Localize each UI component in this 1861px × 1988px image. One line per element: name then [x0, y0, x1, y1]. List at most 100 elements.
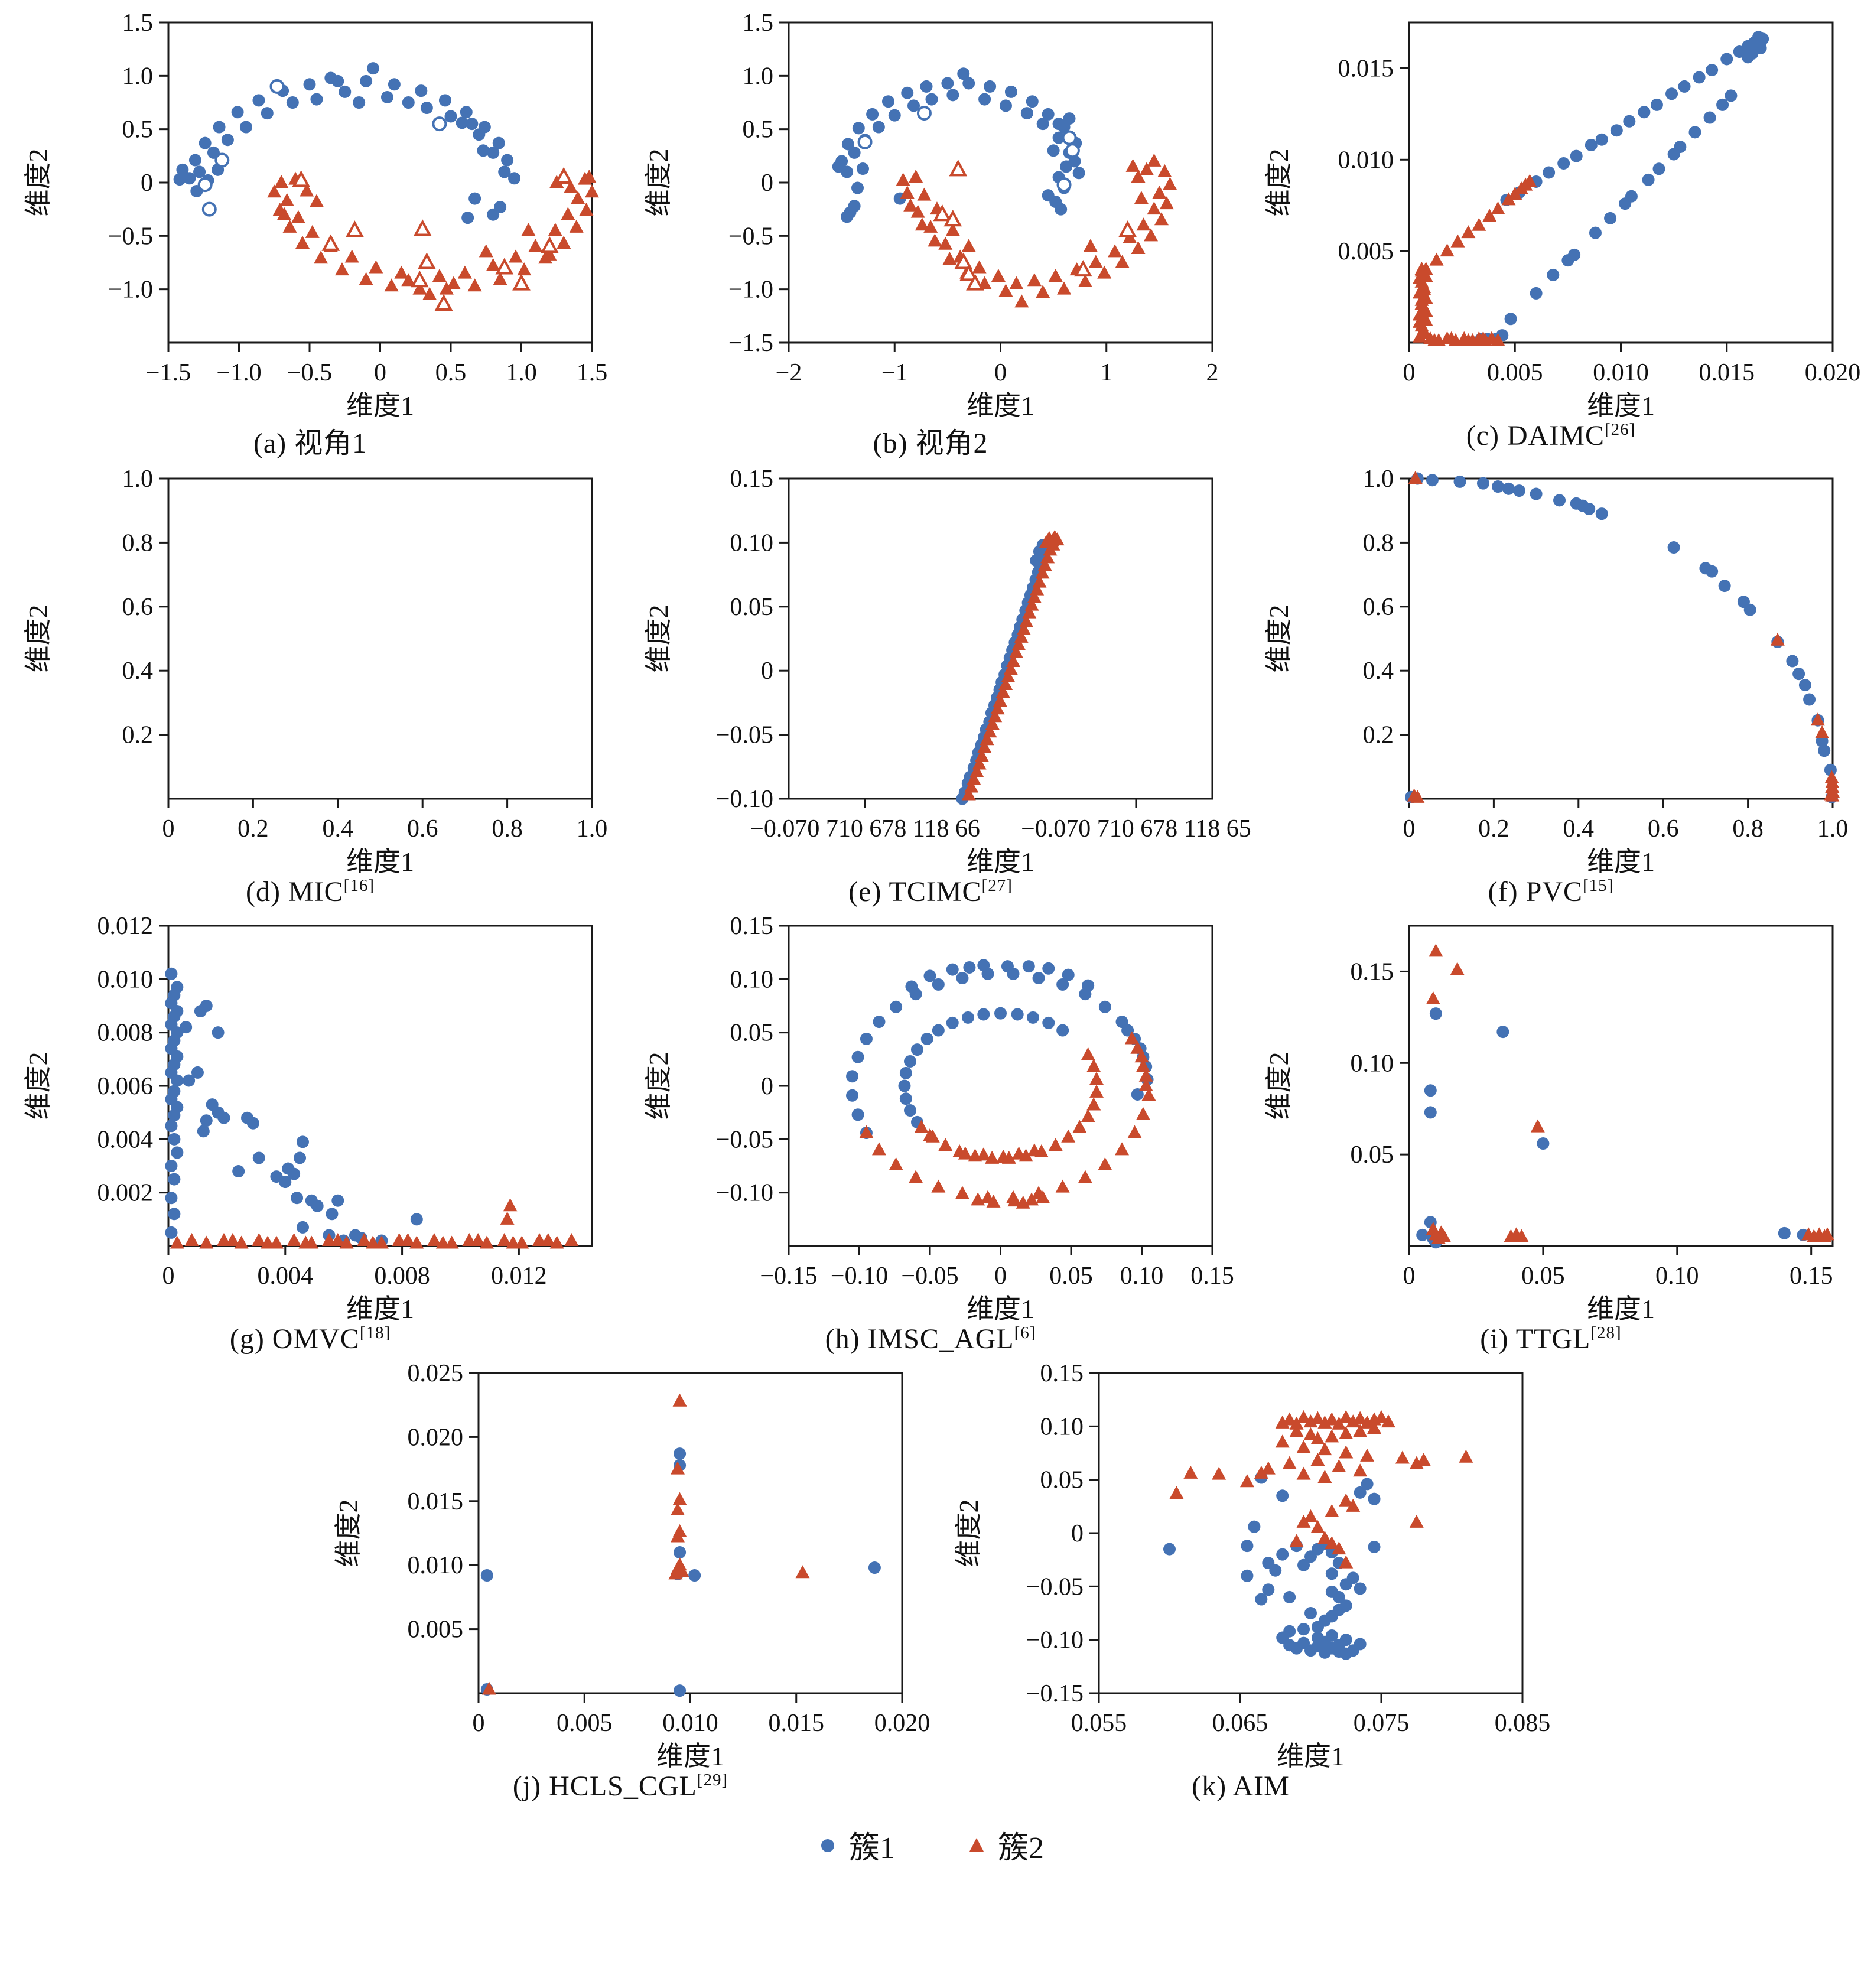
scatter-plot-mic: 0 0.2 0.4 0.6 0.8 1.0 0.2 0.4 0.6 0.8 1.0 维度1 维度2	[23, 466, 607, 877]
cluster2-point	[1009, 645, 1024, 658]
cluster1-point	[846, 1089, 859, 1102]
x-tick-label: 1.0	[506, 359, 537, 386]
axes: 0 0.2 0.4 0.6 0.8 1.0 0.2 0.4 0.6 0.8 1.0	[1363, 466, 1849, 842]
cluster2-point	[1414, 292, 1429, 306]
cluster1-point	[956, 972, 969, 985]
data-points	[1163, 1410, 1473, 1660]
cluster1-point	[851, 1108, 864, 1121]
y-tick-label: 0.005	[1338, 238, 1394, 265]
x-tick-label: 0.005	[1487, 359, 1543, 386]
panel-e-tcimc: −0.070 710 678 118 66 −0.070 710 678 118 …	[620, 461, 1251, 908]
cluster2-point	[1491, 333, 1505, 346]
cluster2-point	[1022, 605, 1037, 619]
cluster1-point	[1718, 580, 1731, 593]
cluster2-point	[1514, 1229, 1529, 1242]
x-axis-label: 维度1	[346, 391, 414, 421]
cluster2-point	[1429, 252, 1444, 266]
cluster1-point	[197, 1125, 210, 1138]
cluster1-point	[946, 1016, 959, 1029]
cluster2-open-point	[413, 219, 432, 236]
cluster2-point	[1147, 201, 1162, 215]
scatter-plot-aim: 0.055 0.065 0.075 0.085 0.15 0.10 0.05 0 −0.05 −0…	[954, 1360, 1550, 1771]
cluster2-open-point	[411, 271, 429, 288]
axes: −1.5 −1.0 −0.5 0 0.5 1.0 1.5 1.5 1.0 0.5 0 −0.5 −1.0	[108, 9, 607, 386]
cluster2-point	[1310, 1453, 1325, 1466]
cluster1-point	[456, 116, 468, 129]
cluster1-point	[904, 1104, 917, 1117]
y-tick-label: 0.010	[408, 1552, 464, 1579]
y-tick-label: 0	[1071, 1520, 1084, 1547]
cluster1-point	[1792, 668, 1805, 681]
cluster1-point	[910, 1043, 923, 1056]
x-tick-label: 0.010	[1593, 359, 1649, 386]
cluster2-point	[1134, 1049, 1149, 1063]
y-tick-label: 0.05	[1040, 1467, 1084, 1494]
cluster2-point	[521, 223, 536, 236]
y-axis: 0.2 0.4 0.6 0.8 1.0	[1363, 466, 1409, 749]
cluster1-open-point	[1065, 143, 1080, 158]
caption-a-text: (a) 视角1	[253, 428, 367, 459]
x-tick-label: 0	[473, 1710, 485, 1737]
scatter-plot-omvc: 0 0.004 0.008 0.012 0.002 0.004 0.006 0.008 0.01…	[23, 913, 593, 1324]
cluster1-open-point	[269, 79, 285, 94]
x-axis: 0 0.004 0.008 0.012	[162, 1246, 547, 1290]
y-tick-label: 0.6	[1363, 594, 1394, 621]
x-axis-label: 维度1	[346, 1294, 414, 1324]
y-axis-label: 维度2	[643, 149, 674, 217]
cluster2-point	[267, 184, 282, 198]
cluster2-point	[859, 1125, 874, 1138]
y-axis-label: 维度2	[23, 1052, 53, 1120]
caption-k: (k) AIM	[930, 1770, 1551, 1802]
cluster1-point	[1020, 107, 1033, 120]
cluster1-point	[1502, 482, 1515, 495]
cluster2-point	[1450, 962, 1465, 975]
cluster2-point	[1061, 1129, 1076, 1143]
cluster2-point	[1136, 1059, 1150, 1072]
cluster1-point	[1818, 744, 1831, 757]
caption-g: (g) OMVC[18]	[0, 1323, 620, 1355]
cluster1-point	[286, 96, 299, 109]
cluster1-point	[353, 96, 366, 109]
cluster1-point	[1063, 112, 1076, 125]
cluster1-point	[1492, 480, 1505, 493]
cluster1-point	[1072, 167, 1085, 180]
cluster1-open-point	[432, 116, 447, 132]
plot-border	[167, 925, 593, 1247]
cluster2-point	[506, 1235, 520, 1249]
cluster2-point	[909, 169, 923, 183]
scatter-plot-pvc: 0 0.2 0.4 0.6 0.8 1.0 0.2 0.4 0.6 0.8 1.0 维度1 维度2	[1264, 466, 1849, 877]
cluster2-point	[517, 262, 532, 276]
cluster2-point	[1141, 1088, 1156, 1101]
cluster1-point	[1674, 141, 1687, 154]
cluster1-point	[420, 102, 433, 115]
cluster1-point	[1557, 157, 1570, 170]
cluster1-point	[1496, 1026, 1509, 1039]
cluster2-point	[1001, 669, 1016, 683]
x-tick-label: 1.5	[577, 359, 608, 386]
x-axis: −2 −1 0 1 2	[776, 343, 1219, 386]
cluster1-point	[832, 160, 845, 173]
cluster1-open-point	[214, 152, 230, 168]
cluster2-point	[1770, 632, 1785, 646]
x-tick-label: −0.070 710 678 118 66	[750, 815, 980, 842]
cluster2-point	[1353, 1411, 1368, 1424]
cluster2-open-point	[966, 274, 984, 291]
cluster2-point	[497, 1232, 512, 1246]
x-tick-label: 0.4	[323, 815, 354, 842]
cluster1-point	[508, 172, 521, 185]
cluster1-point	[1725, 89, 1738, 102]
cluster1-point	[288, 1167, 301, 1180]
x-tick-label: 0.6	[1648, 815, 1679, 842]
y-tick-label: 0.015	[1338, 55, 1394, 82]
cluster2-point	[1154, 212, 1169, 226]
cluster1-point	[1530, 287, 1543, 300]
cluster1-point	[1625, 190, 1638, 203]
y-tick-label: 0.10	[730, 529, 774, 557]
cluster1-point	[1297, 1623, 1310, 1636]
y-tick-label: 0	[761, 170, 773, 197]
y-axis: 0.005 0.010 0.015 0.020 0.025	[408, 1360, 479, 1644]
cluster2-point	[1317, 1531, 1332, 1544]
cluster2-point	[964, 779, 979, 793]
x-tick-label: 0	[374, 359, 386, 386]
caption-c-text: (c) DAIMC	[1466, 420, 1605, 451]
